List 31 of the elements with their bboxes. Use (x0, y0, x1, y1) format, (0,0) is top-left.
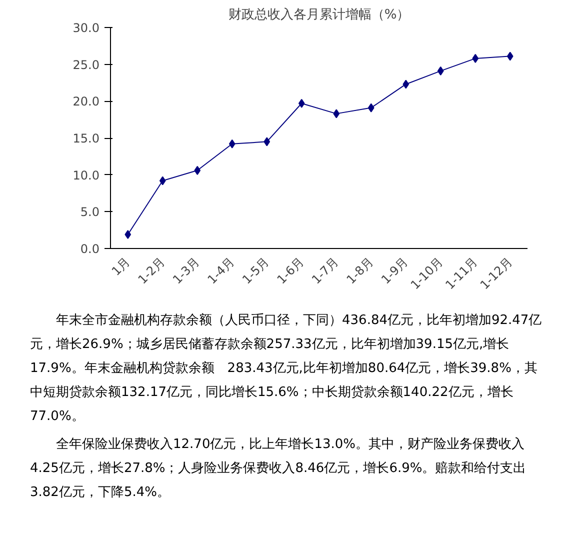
y-tick-label: 0.0 (80, 242, 100, 256)
x-tick-label: 1-5月 (240, 254, 272, 287)
point (402, 80, 410, 89)
point (124, 230, 132, 240)
y-tick-label: 30.0 (72, 21, 100, 35)
x-tick-label: 1-8月 (344, 254, 376, 287)
point (437, 66, 444, 76)
x-tick-label: 1-3月 (170, 254, 202, 287)
point (368, 103, 374, 112)
y-tick-label: 5.0 (80, 205, 100, 220)
text: 全年保险业保费收入12.70亿元，比上年增长13.0%。其中，财产险业务保费收入4.25亿元，增长27.8%；人身险业务保费收入8.46亿元，增长6.9%。赔款和给付支出3.82亿元，下降5.4%。 (30, 436, 528, 502)
point (228, 139, 236, 148)
point (506, 52, 514, 61)
y-tick-label: 20.0 (72, 94, 100, 109)
x-tick-label: 1-9月 (378, 254, 411, 287)
point (333, 109, 340, 118)
point (298, 98, 305, 108)
x-tick-label: 1-2月 (135, 254, 168, 287)
text: 年末全市金融机构存款余额（人民币口径，下同）436.84亿元，比年初增加92.47亿元，增长26.9%；城乡居民储蓄存款余额257.33亿元，比年初增加39.15亿元,增长17.9%。年末金融机构贷款余额 283.43亿元,比年初增加80.64亿元，增长39.8%，其中短期贷款余额132.17亿元，同比增长15.6%；中长期贷款余额140.22亿元，增长77.0%。 (30, 312, 543, 426)
x-tick-label: 1-7月 (309, 254, 342, 287)
point (264, 137, 270, 146)
x-tick-label: 1-4月 (204, 254, 238, 287)
point (194, 166, 201, 175)
point (472, 54, 479, 63)
chart-title: 财政总收入各月累计增幅（%） (228, 8, 410, 22)
y-tick-label: 15.0 (72, 132, 100, 146)
y-tick-label: 10.0 (72, 168, 100, 182)
y-tick-label: 25.0 (72, 58, 100, 72)
point (159, 176, 166, 186)
x-tick-label: 1月 (109, 254, 133, 278)
x-tick-label: 1-6月 (274, 254, 307, 287)
